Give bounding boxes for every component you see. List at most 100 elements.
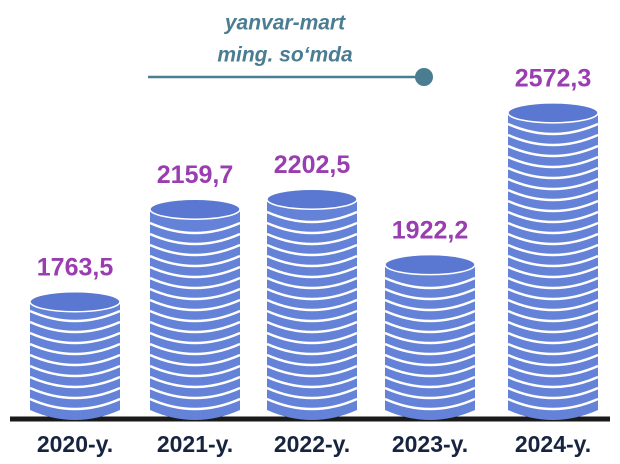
coin-edge xyxy=(149,320,241,334)
coin-edge xyxy=(384,298,476,312)
coin-edge xyxy=(384,375,476,389)
coin-edge xyxy=(149,243,241,257)
coin-edge xyxy=(149,397,241,411)
coin-edge xyxy=(149,298,241,312)
coin-edge xyxy=(149,342,241,356)
coin-edge xyxy=(266,364,358,378)
coin-edge xyxy=(266,397,358,411)
coin-edge xyxy=(384,331,476,345)
coin-edge xyxy=(384,320,476,334)
stack-body xyxy=(30,301,120,420)
coin-edge xyxy=(266,331,358,345)
coin-edge xyxy=(384,287,476,301)
coin-edge xyxy=(266,210,358,224)
x-tick-label: 2024-y. xyxy=(515,431,591,457)
coin-edge xyxy=(384,386,476,400)
coin-edge xyxy=(29,386,121,400)
coin-edge xyxy=(507,210,599,224)
x-tick-label: 2020-y. xyxy=(37,431,113,457)
coin-edge xyxy=(507,221,599,235)
coin-top xyxy=(384,253,476,276)
x-tick-label: 2021-y. xyxy=(157,431,233,457)
value-label: 1922,2 xyxy=(392,216,468,244)
coin-edge xyxy=(29,375,121,389)
coin-edge xyxy=(384,342,476,356)
coin-edge xyxy=(507,375,599,389)
coin-edge xyxy=(507,342,599,356)
chart-subtitle: ming. so‘mda xyxy=(217,44,353,67)
coin-edge xyxy=(266,309,358,323)
coin-edge xyxy=(29,309,121,323)
coin-stack xyxy=(266,188,358,420)
coin-edge xyxy=(507,177,599,191)
coin-edge xyxy=(507,287,599,301)
coin-edge xyxy=(384,353,476,367)
coin-edge xyxy=(384,364,476,378)
coin-edge xyxy=(266,254,358,268)
coin-edge xyxy=(507,254,599,268)
coin-top xyxy=(507,102,599,124)
value-label: 2572,3 xyxy=(515,64,591,92)
coin-edge xyxy=(266,287,358,301)
coin-edge xyxy=(266,342,358,356)
coin-edge xyxy=(507,243,599,257)
coin-edge xyxy=(266,298,358,312)
coin-edge xyxy=(149,287,241,301)
coin-edge xyxy=(507,320,599,334)
coin-edge xyxy=(29,331,121,345)
coin-edge xyxy=(384,276,476,290)
coin-stack xyxy=(149,198,241,420)
coin-edge xyxy=(266,265,358,279)
coin-edge xyxy=(149,364,241,378)
coin-edge xyxy=(266,243,358,257)
coin-edge xyxy=(149,386,241,400)
coin-stack xyxy=(384,253,476,420)
coin-edge xyxy=(149,309,241,323)
coin-edge xyxy=(384,397,476,411)
coin-edge xyxy=(507,331,599,345)
value-label: 2159,7 xyxy=(157,161,233,189)
x-tick-label: 2022-y. xyxy=(274,431,350,457)
coin-edge xyxy=(507,155,599,169)
coin-edge xyxy=(507,133,599,147)
coin-edge xyxy=(507,188,599,202)
coin-edge xyxy=(507,298,599,312)
coin-edge xyxy=(149,353,241,367)
coin-top xyxy=(149,198,241,220)
coin-edge xyxy=(149,331,241,345)
stack-body xyxy=(150,209,240,420)
coin-edge xyxy=(507,364,599,378)
coin-stack xyxy=(29,290,121,420)
x-tick-label: 2023-y. xyxy=(392,431,468,457)
coin-edge xyxy=(29,397,121,411)
coin-top xyxy=(266,188,358,210)
coin-edge xyxy=(29,364,121,378)
value-label: 1763,5 xyxy=(37,253,114,281)
coin-edge xyxy=(266,386,358,400)
coin-edge xyxy=(507,276,599,290)
coin-edge xyxy=(507,397,599,411)
coin-edge xyxy=(149,265,241,279)
coin-edge xyxy=(149,254,241,268)
title-dot xyxy=(415,68,433,86)
coin-edge xyxy=(507,199,599,213)
coin-edge xyxy=(266,353,358,367)
coin-edge xyxy=(149,375,241,389)
coin-edge xyxy=(149,276,241,290)
coin-edge xyxy=(507,122,599,136)
coin-edge xyxy=(29,353,121,367)
coin-edge xyxy=(384,309,476,323)
coin-edge xyxy=(149,221,241,235)
coin-top xyxy=(29,290,121,313)
coin-edge xyxy=(29,320,121,334)
coin-edge xyxy=(29,342,121,356)
coin-edge xyxy=(266,232,358,246)
value-label: 2202,5 xyxy=(274,151,351,179)
coin-edge xyxy=(507,166,599,180)
coin-edge xyxy=(266,375,358,389)
coin-edge xyxy=(266,221,358,235)
coin-edge xyxy=(507,353,599,367)
coin-edge xyxy=(507,309,599,323)
coin-edge xyxy=(507,386,599,400)
